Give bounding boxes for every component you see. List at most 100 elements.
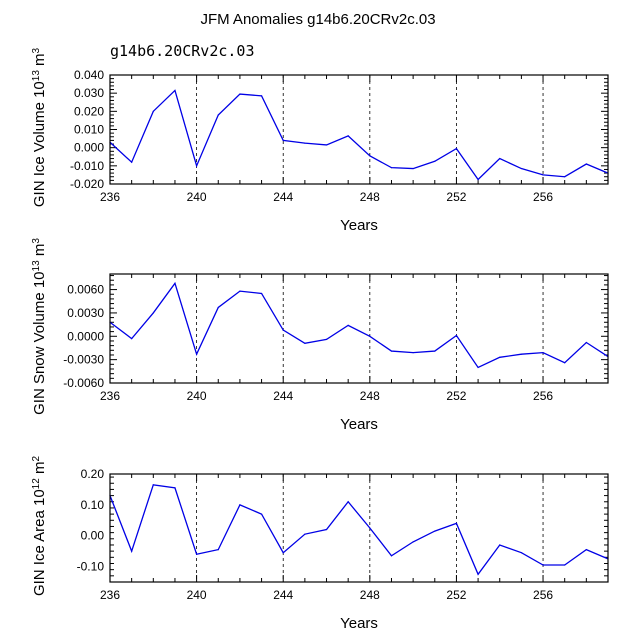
x-tick-label: 236 <box>100 588 120 602</box>
y-tick-label: 0.20 <box>81 467 105 481</box>
data-point <box>564 564 566 566</box>
data-point <box>434 160 436 162</box>
x-axis-label: Years <box>340 416 378 433</box>
plot-frame <box>109 74 609 185</box>
y-tick-label: 0.0060 <box>67 283 104 297</box>
data-point <box>131 338 133 340</box>
chart-subtitle: g14b6.20CRv2c.03 <box>110 42 255 60</box>
data-point <box>412 352 414 354</box>
data-point <box>455 334 458 337</box>
data-point <box>239 93 241 95</box>
data-point <box>304 342 306 344</box>
data-point <box>434 350 436 352</box>
x-tick-label: 244 <box>273 190 293 204</box>
y-tick-label: -0.10 <box>77 560 105 574</box>
data-point <box>152 312 154 314</box>
y-tick-label: 0.00 <box>81 529 105 543</box>
x-tick-label: 240 <box>187 588 207 602</box>
data-point <box>369 335 371 337</box>
x-tick-label: 248 <box>360 389 380 403</box>
plot-frame <box>109 473 609 583</box>
x-axis-label: Years <box>340 217 378 234</box>
x-tick-label: 240 <box>187 389 207 403</box>
data-point <box>390 350 393 352</box>
x-axis-label: Years <box>340 615 378 632</box>
data-point <box>542 564 544 566</box>
data-point <box>434 530 436 532</box>
y-tick-label: 0.000 <box>74 141 104 155</box>
y-tick-label: -0.010 <box>70 159 104 173</box>
data-point <box>152 110 154 112</box>
x-tick-label: 244 <box>273 389 293 403</box>
y-tick-label: -0.0060 <box>63 376 104 390</box>
data-point <box>499 157 501 160</box>
series-line-snow-volume <box>109 281 609 369</box>
data-point <box>239 504 241 506</box>
chart-panel-ice-area: -0.10 0.00 0.10 0.20 236 240 244 248 252 256 Years… <box>31 456 609 632</box>
y-tick-label: 0.010 <box>74 123 104 137</box>
x-tick-label: 256 <box>533 190 553 204</box>
series-line-ice-volume <box>109 89 609 181</box>
data-point <box>455 147 458 150</box>
data-point <box>585 163 587 165</box>
data-point <box>412 167 414 170</box>
y-tick-label: 0.020 <box>74 104 104 118</box>
data-point <box>585 549 587 551</box>
chart-panel-snow-volume: -0.0060 -0.0030 0.0000 0.0030 0.0060 236 240 24… <box>31 238 609 433</box>
data-point <box>239 290 241 292</box>
x-tick-label: 252 <box>446 190 466 204</box>
data-point <box>304 533 306 535</box>
data-point <box>542 174 544 176</box>
data-point <box>260 513 263 515</box>
data-point <box>282 139 284 141</box>
y-tick-label: 0.10 <box>81 498 105 512</box>
data-point <box>369 527 371 529</box>
x-tick-label: 236 <box>100 190 120 204</box>
data-point <box>347 135 349 137</box>
data-point <box>564 362 566 364</box>
data-point <box>196 353 198 355</box>
data-point <box>174 89 176 92</box>
chart-title: JFM Anomalies g14b6.20CRv2c.03 <box>200 11 435 28</box>
y-tick-label: 0.040 <box>74 68 104 82</box>
data-point <box>196 165 198 167</box>
x-tick-label: 248 <box>360 190 380 204</box>
data-point <box>196 553 198 555</box>
data-point <box>477 366 479 369</box>
series-line-ice-area <box>109 484 609 576</box>
data-point <box>131 161 133 163</box>
data-point <box>152 484 154 486</box>
data-point <box>520 552 522 554</box>
y-axis-label: GIN Ice Area 1012 m2 <box>31 456 49 597</box>
x-tick-label: 252 <box>446 588 466 602</box>
data-point <box>131 550 133 552</box>
data-point <box>282 329 284 331</box>
data-point <box>347 501 349 503</box>
data-point <box>520 353 522 355</box>
data-point <box>564 176 566 178</box>
data-point <box>217 306 219 309</box>
data-point <box>260 95 263 97</box>
data-point <box>499 356 501 358</box>
data-point <box>390 167 393 169</box>
x-tick-label: 236 <box>100 389 120 403</box>
data-point <box>325 338 328 340</box>
x-tick-label: 240 <box>187 190 207 204</box>
data-point <box>282 552 284 554</box>
data-point <box>260 292 263 295</box>
y-tick-label: 0.030 <box>74 86 104 100</box>
data-point <box>390 555 393 557</box>
data-point <box>455 522 458 524</box>
x-tick-label: 244 <box>273 588 293 602</box>
data-point <box>499 544 501 546</box>
data-point <box>304 142 306 144</box>
data-point <box>520 167 522 170</box>
plot-frame <box>109 273 609 384</box>
data-point <box>325 528 328 531</box>
data-point <box>477 178 479 181</box>
data-point <box>585 341 587 344</box>
data-point <box>412 541 414 543</box>
y-tick-label: 0.0000 <box>67 329 104 343</box>
